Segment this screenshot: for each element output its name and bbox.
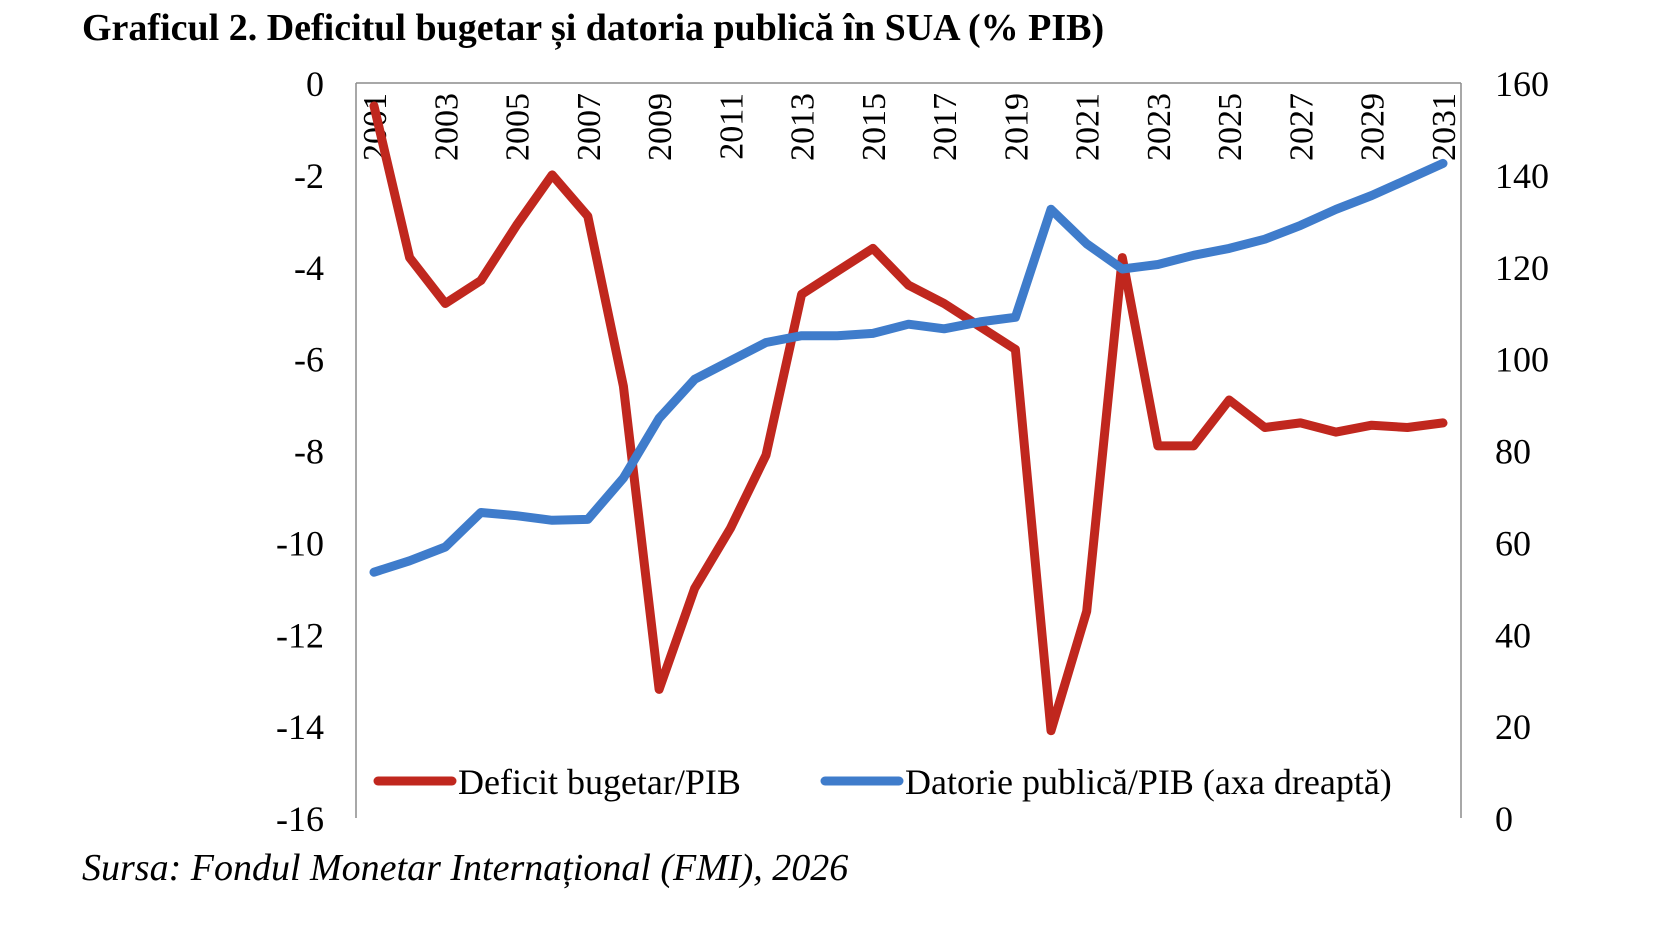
right-tick-label: 120	[1495, 248, 1549, 288]
right-tick-label: 20	[1495, 707, 1531, 747]
x-tick-label: 2011	[713, 93, 750, 160]
legend-label: Datorie publică/PIB (axa dreaptă)	[905, 762, 1392, 802]
left-axis-tick-labels: 0 -2 -4 -6 -8 -10 -12 -14 -16	[276, 64, 324, 839]
left-tick-label: -16	[276, 799, 324, 839]
chart-axes	[355, 82, 1462, 818]
right-tick-label: 40	[1495, 615, 1531, 655]
series-lines	[369, 101, 1448, 736]
left-tick-label: -6	[294, 340, 324, 380]
x-tick-label: 2005	[500, 93, 537, 161]
x-tick-label: 2025	[1212, 93, 1249, 161]
chart-title: Graficul 2. Deficitul bugetar și datoria…	[82, 7, 1105, 49]
x-tick-label: 2019	[998, 93, 1035, 161]
right-tick-label: 60	[1495, 523, 1531, 563]
x-tick-label: 2031	[1426, 93, 1463, 161]
x-tick-label: 2003	[428, 93, 465, 161]
deficit-series-line	[369, 101, 1448, 736]
x-tick-label: 2017	[927, 93, 964, 161]
left-tick-label: 0	[306, 64, 324, 104]
right-tick-label: 80	[1495, 432, 1531, 472]
left-tick-label: -14	[276, 707, 324, 747]
debt-series-line	[369, 158, 1448, 577]
x-tick-label: 2021	[1070, 93, 1107, 161]
legend: Deficit bugetar/PIB Datorie publică/PIB (…	[373, 762, 1392, 802]
x-tick-label: 2023	[1141, 93, 1178, 161]
x-tick-label: 2029	[1355, 93, 1392, 161]
right-tick-label: 0	[1495, 799, 1513, 839]
right-tick-label: 100	[1495, 340, 1549, 380]
left-tick-label: -2	[294, 156, 324, 196]
left-tick-label: -12	[276, 615, 324, 655]
right-tick-label: 140	[1495, 156, 1549, 196]
x-tick-label: 2013	[785, 93, 822, 161]
source-note: Sursa: Fondul Monetar Internațional (FMI…	[82, 847, 849, 889]
left-tick-label: -4	[294, 248, 324, 288]
left-tick-label: -8	[294, 432, 324, 472]
x-tick-label: 2015	[856, 93, 893, 161]
left-tick-label: -10	[276, 523, 324, 563]
x-tick-label: 2027	[1283, 93, 1320, 161]
right-axis-tick-labels: 160 140 120 100 80 60 40 20 0	[1495, 64, 1549, 839]
x-axis-tick-labels: 2001 2003 2005 2007 2009 2011 2013 2015 2017 2019…	[357, 93, 1463, 161]
x-tick-label: 2007	[571, 93, 608, 161]
right-tick-label: 160	[1495, 64, 1549, 104]
x-tick-label: 2009	[642, 93, 679, 161]
legend-label: Deficit bugetar/PIB	[458, 762, 741, 802]
